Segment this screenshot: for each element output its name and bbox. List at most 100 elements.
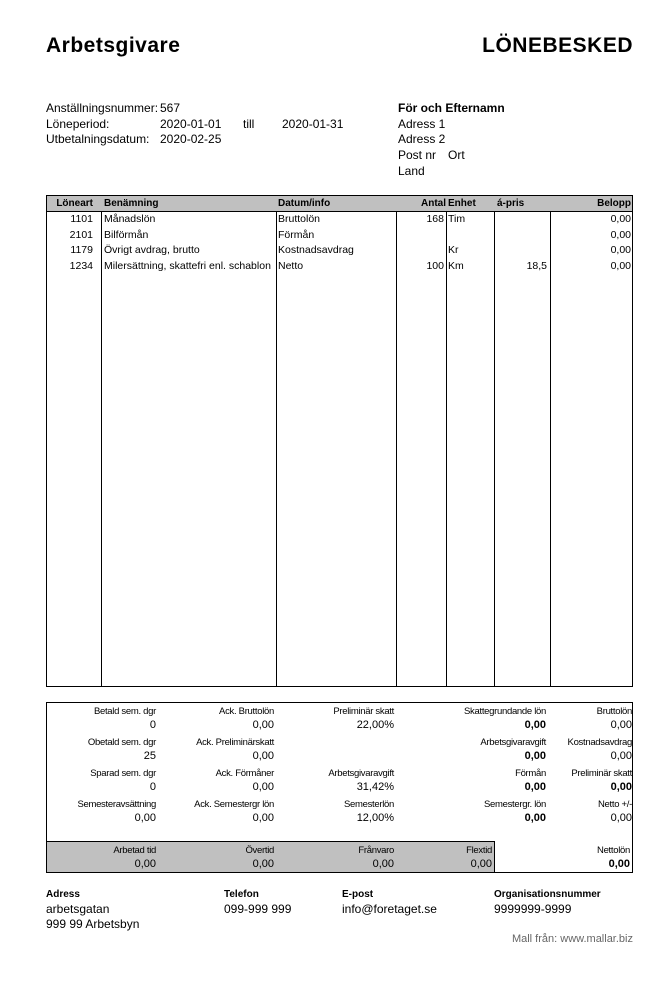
summary-label: Arbetsgivaravgift bbox=[328, 768, 394, 779]
cell-qty: 168 bbox=[426, 213, 444, 225]
time-value: 0,00 bbox=[372, 858, 394, 870]
summary-value: 0,00 bbox=[524, 781, 546, 793]
cell-code: 1179 bbox=[70, 244, 93, 256]
summary-label: Kostnadsavdrag bbox=[567, 737, 633, 748]
summary-label: Preliminär skatt bbox=[571, 768, 632, 779]
summary-label: Ack. Semestergr lön bbox=[194, 799, 274, 810]
cell-amount: 0,00 bbox=[610, 244, 631, 256]
payday-label: Utbetalningsdatum: bbox=[46, 132, 150, 146]
summary-value: 0,00 bbox=[610, 781, 632, 793]
footer-address1: arbetsgatan bbox=[46, 902, 110, 916]
time-label: Flextid bbox=[466, 845, 492, 856]
summary-value: 0,00 bbox=[252, 719, 274, 731]
footer-phone-label: Telefon bbox=[224, 889, 259, 900]
summary-box: Betald sem. dgr 0 Obetald sem. dgr 25 Sparad… bbox=[46, 702, 633, 873]
payday: 2020-02-25 bbox=[160, 132, 222, 146]
cell-unit: Kr bbox=[448, 244, 459, 256]
employer-name: Arbetsgivare bbox=[46, 34, 181, 57]
employee-no: 567 bbox=[160, 101, 181, 115]
time-value: 0,00 bbox=[134, 858, 156, 870]
footer-org-label: Organisationsnummer bbox=[494, 889, 601, 900]
cell-info: Bruttolön bbox=[278, 213, 321, 225]
summary-value: 0,00 bbox=[252, 812, 274, 824]
template-credit-link[interactable]: Mall från: www.mallar.biz bbox=[511, 933, 633, 945]
cell-qty bbox=[397, 228, 444, 243]
cell-price bbox=[497, 243, 547, 258]
cell-info: Förmån bbox=[278, 228, 315, 241]
time-label: Övertid bbox=[245, 845, 274, 856]
summary-label: Preliminär skatt bbox=[333, 706, 394, 717]
net-label: Nettolön bbox=[597, 845, 630, 856]
summary-label: Ack. Preliminärskatt bbox=[196, 737, 274, 748]
time-value: 0,00 bbox=[470, 858, 492, 870]
cell-qty: 100 bbox=[426, 259, 444, 272]
summary-label: Ack. Bruttolön bbox=[219, 706, 274, 717]
recipient-name: För och Efternamn bbox=[398, 101, 505, 115]
col-apris: á-pris bbox=[497, 198, 525, 209]
footer-email-label: E-post bbox=[342, 889, 374, 900]
col-benamning: Benämning bbox=[104, 198, 159, 209]
summary-value: 0,00 bbox=[252, 781, 274, 793]
time-label: Arbetad tid bbox=[113, 845, 156, 856]
summary-value: 0,00 bbox=[610, 812, 632, 824]
footer-address-label: Adress bbox=[46, 889, 80, 900]
time-label: Frånvaro bbox=[358, 845, 394, 856]
period-to: 2020-01-31 bbox=[282, 117, 344, 131]
summary-value: 0 bbox=[149, 781, 156, 793]
summary-label: Ack. Förmåner bbox=[215, 768, 275, 779]
summary-label: Semestergr. lön bbox=[483, 799, 546, 810]
table-header: Löneart Benämning Datum/info Antal Enhet… bbox=[47, 196, 632, 212]
summary-value: 0,00 bbox=[610, 719, 632, 731]
cell-name: Övrigt avdrag, brutto bbox=[104, 244, 200, 256]
time-value: 0,00 bbox=[252, 858, 274, 870]
cell-code: 1234 bbox=[69, 259, 93, 272]
summary-value: 0,00 bbox=[134, 812, 156, 824]
summary-value: 25 bbox=[143, 750, 156, 762]
cell-qty bbox=[397, 243, 444, 258]
summary-label: Arbetsgivaravgift bbox=[480, 737, 546, 748]
summary-value: 0,00 bbox=[610, 750, 632, 762]
employee-no-label: Anställningsnummer: bbox=[46, 101, 159, 115]
period-label: Löneperiod: bbox=[46, 117, 110, 131]
summary-value: 0,00 bbox=[524, 750, 546, 762]
cell-amount: 0,00 bbox=[610, 259, 631, 272]
document-title: LÖNEBESKED bbox=[482, 34, 633, 57]
summary-value: 0 bbox=[149, 719, 156, 731]
summary-label: Semesteravsättning bbox=[77, 799, 156, 810]
summary-label: Semesterlön bbox=[343, 799, 394, 810]
cell-price bbox=[497, 212, 547, 227]
period-from: 2020-01-01 bbox=[160, 117, 222, 131]
col-loneart: Löneart bbox=[56, 198, 93, 209]
summary-value: 0,00 bbox=[524, 812, 546, 824]
col-enhet: Enhet bbox=[448, 198, 476, 209]
cell-amount: 0,00 bbox=[610, 213, 631, 225]
cell-name: Månadslön bbox=[104, 213, 156, 225]
col-belopp: Belopp bbox=[597, 198, 631, 209]
cell-amount: 0,00 bbox=[610, 228, 631, 241]
cell-unit bbox=[448, 228, 492, 243]
summary-label: Bruttolön bbox=[596, 706, 633, 717]
footer-address2: 999 99 Arbetsbyn bbox=[46, 917, 140, 931]
col-antal: Antal bbox=[421, 198, 446, 209]
cell-code: 2101 bbox=[69, 228, 93, 241]
footer-email[interactable]: info@foretaget.se bbox=[342, 902, 437, 916]
cell-unit: Tim bbox=[448, 213, 466, 225]
summary-label: Obetald sem. dgr bbox=[87, 737, 156, 748]
time-summary bbox=[47, 841, 495, 872]
recipient-address2: Adress 2 bbox=[398, 132, 446, 146]
summary-value: 12,00% bbox=[356, 812, 394, 824]
till-label: till bbox=[243, 117, 255, 131]
footer-org: 9999999-9999 bbox=[494, 902, 572, 916]
salary-table: Löneart Benämning Datum/info Antal Enhet… bbox=[46, 195, 633, 687]
summary-value: 31,42% bbox=[356, 781, 394, 793]
summary-label: Netto +/- bbox=[598, 799, 632, 810]
recipient-city: Ort bbox=[448, 148, 465, 162]
summary-label: Betald sem. dgr bbox=[93, 706, 156, 717]
cell-price bbox=[497, 228, 547, 243]
cell-code: 1101 bbox=[70, 213, 93, 225]
recipient-country: Land bbox=[398, 164, 425, 178]
summary-value: 0,00 bbox=[252, 750, 274, 762]
footer-phone: 099-999 999 bbox=[224, 902, 292, 916]
net-value: 0,00 bbox=[608, 858, 630, 870]
